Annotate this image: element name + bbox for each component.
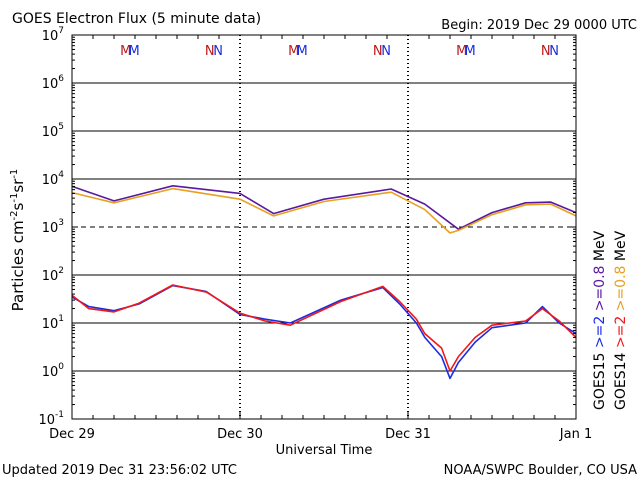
y-tick-exponent: 5 xyxy=(58,122,64,132)
grid-lines xyxy=(72,35,576,419)
y-tick-exponent: 2 xyxy=(58,266,64,276)
x-tick-label: Dec 30 xyxy=(217,427,263,442)
y-tick-mantissa: 10 xyxy=(42,29,59,44)
event-marker: N xyxy=(205,44,215,59)
legend-entry: GOES14 xyxy=(613,352,629,410)
event-marker: N xyxy=(381,44,391,59)
event-marker: N xyxy=(541,44,551,59)
y-tick-mantissa: 10 xyxy=(42,77,59,92)
y-tick-label: 102 xyxy=(42,266,64,284)
event-marker: M xyxy=(129,44,140,59)
legend-entry: MeV xyxy=(592,230,608,265)
y-tick-label: 101 xyxy=(42,314,64,332)
y-axis-label-base3: sr xyxy=(9,178,27,193)
y-axis-label: Particles cm-2s-1sr-1 xyxy=(9,169,27,312)
y-tick-mantissa: 10 xyxy=(38,413,55,428)
y-tick-exponent: -1 xyxy=(55,410,64,420)
legend-entry: GOES15 xyxy=(592,353,608,410)
y-tick-label: 105 xyxy=(42,122,64,140)
y-axis-label-exp2: -1 xyxy=(9,193,20,203)
series-line-3 xyxy=(71,284,577,372)
data-series xyxy=(71,185,577,380)
legend-entry: >=2 xyxy=(613,316,629,353)
legend-entry: >=0.8 xyxy=(592,266,608,316)
event-marker: M xyxy=(288,44,299,59)
y-axis-label-exp1: -2 xyxy=(9,210,20,220)
y-tick-exponent: 4 xyxy=(58,170,64,180)
chart-title: GOES Electron Flux (5 minute data) xyxy=(12,11,261,27)
legend-entry: >=0.8 xyxy=(613,266,629,316)
y-tick-label: 106 xyxy=(42,74,65,92)
y-tick-exponent: 6 xyxy=(58,74,64,84)
y-tick-label: 10-1 xyxy=(38,410,64,428)
y-tick-mantissa: 10 xyxy=(42,125,59,140)
y-tick-mantissa: 10 xyxy=(42,173,59,188)
y-axis-label-base2: s xyxy=(9,202,27,210)
y-tick-mantissa: 10 xyxy=(42,365,59,380)
x-tick-label: Jan 1 xyxy=(559,427,592,442)
event-marker: M xyxy=(120,44,131,59)
event-marker: N xyxy=(213,44,223,59)
y-tick-label: 107 xyxy=(42,26,64,44)
data-source: NOAA/SWPC Boulder, CO USA xyxy=(444,463,637,478)
y-tick-label: 100 xyxy=(42,362,65,380)
y-tick-mantissa: 10 xyxy=(42,221,59,236)
begin-time: Begin: 2019 Dec 29 0000 UTC xyxy=(441,18,637,33)
x-tick-label: Dec 31 xyxy=(385,427,431,442)
y-tick-label: 104 xyxy=(42,170,65,188)
y-tick-exponent: 7 xyxy=(58,26,64,36)
event-marker: N xyxy=(549,44,559,59)
event-marker: M xyxy=(297,44,308,59)
event-marker: N xyxy=(373,44,383,59)
x-axis-label: Universal Time xyxy=(276,443,373,458)
y-axis-label-exp3: -1 xyxy=(9,169,20,179)
y-axis-label-base: Particles cm xyxy=(9,220,27,311)
event-marker: M xyxy=(456,44,467,59)
y-tick-exponent: 3 xyxy=(58,218,64,228)
series-line-0 xyxy=(71,185,577,230)
y-tick-exponent: 1 xyxy=(58,314,64,324)
legend-entry: MeV xyxy=(613,230,629,265)
series-line-1 xyxy=(71,187,577,234)
legend-entry: >=2 xyxy=(592,316,608,353)
y-tick-label: 103 xyxy=(42,218,64,236)
x-tick-label: Dec 29 xyxy=(49,427,95,442)
y-tick-exponent: 0 xyxy=(58,362,64,372)
legend-column-0: GOES15 >=2 >=0.8 MeV xyxy=(592,230,608,410)
series-line-2 xyxy=(71,284,577,380)
legend-column-1: GOES14 >=2 >=0.8 MeV xyxy=(613,230,629,410)
y-tick-mantissa: 10 xyxy=(42,317,59,332)
event-markers: MM NN MM NN MM NN xyxy=(120,44,559,59)
updated-timestamp: Updated 2019 Dec 31 23:56:02 UTC xyxy=(2,463,237,478)
y-tick-mantissa: 10 xyxy=(42,269,59,284)
event-marker: M xyxy=(465,44,476,59)
